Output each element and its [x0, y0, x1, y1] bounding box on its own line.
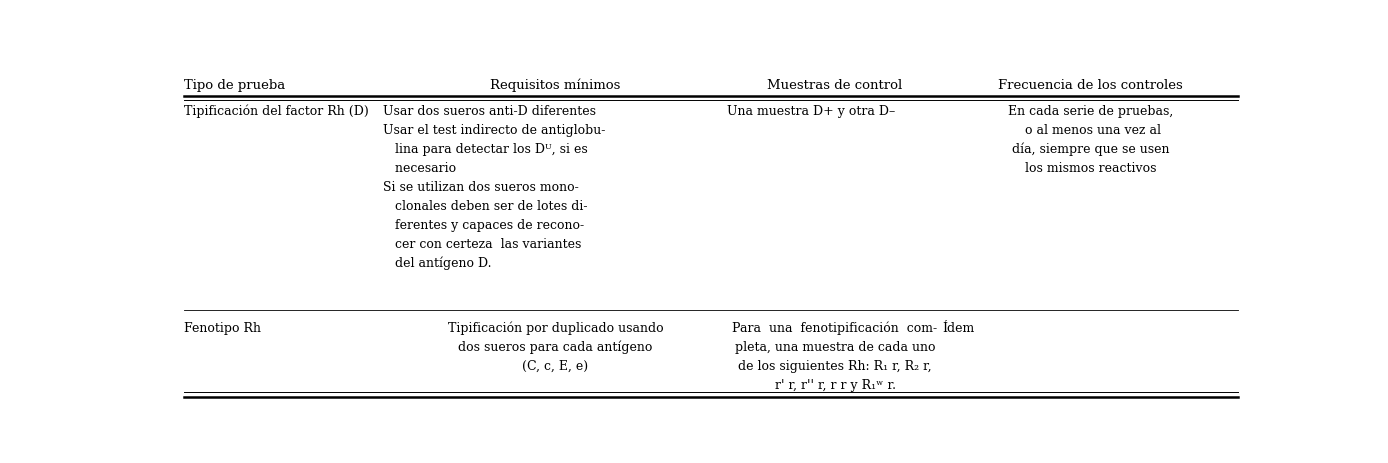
Text: Tipo de prueba: Tipo de prueba [185, 79, 286, 92]
Text: día, siempre que se usen: día, siempre que se usen [1012, 143, 1169, 156]
Text: de los siguientes Rh: R₁ r, R₂ r,: de los siguientes Rh: R₁ r, R₂ r, [738, 359, 931, 372]
Text: clonales deben ser de lotes di-: clonales deben ser de lotes di- [383, 199, 587, 212]
Text: dos sueros para cada antígeno: dos sueros para cada antígeno [458, 340, 652, 354]
Text: del antígeno D.: del antígeno D. [383, 256, 491, 269]
Text: En cada serie de pruebas,: En cada serie de pruebas, [1008, 105, 1173, 118]
Text: r' r, r'' r, r r y R₁ʷ r.: r' r, r'' r, r r y R₁ʷ r. [775, 378, 895, 391]
Text: Requisitos mínimos: Requisitos mínimos [490, 79, 620, 92]
Text: los mismos reactivos: los mismos reactivos [1024, 162, 1156, 175]
Text: Tipificación por duplicado usando: Tipificación por duplicado usando [447, 321, 663, 335]
Text: Si se utilizan dos sueros mono-: Si se utilizan dos sueros mono- [383, 180, 579, 194]
Text: pleta, una muestra de cada uno: pleta, una muestra de cada uno [734, 340, 936, 353]
Text: (C, c, E, e): (C, c, E, e) [522, 359, 589, 372]
Text: Fenotipo Rh: Fenotipo Rh [185, 321, 261, 334]
Text: ferentes y capaces de recono-: ferentes y capaces de recono- [383, 218, 584, 231]
Text: o al menos una vez al: o al menos una vez al [1020, 124, 1160, 137]
Text: Usar el test indirecto de antiglobu-: Usar el test indirecto de antiglobu- [383, 124, 605, 137]
Text: Una muestra D+ y otra D–: Una muestra D+ y otra D– [727, 105, 895, 118]
Text: Frecuencia de los controles: Frecuencia de los controles [998, 79, 1183, 92]
Text: Ídem: Ídem [942, 321, 974, 334]
Text: Usar dos sueros anti-D diferentes: Usar dos sueros anti-D diferentes [383, 105, 597, 118]
Text: Muestras de control: Muestras de control [768, 79, 902, 92]
Text: Tipificación del factor Rh (D): Tipificación del factor Rh (D) [185, 105, 369, 118]
Text: necesario: necesario [383, 162, 457, 175]
Text: lina para detectar los Dᵁ, si es: lina para detectar los Dᵁ, si es [383, 143, 589, 156]
Text: cer con certeza  las variantes: cer con certeza las variantes [383, 237, 582, 250]
Text: Para  una  fenotipificación  com-: Para una fenotipificación com- [733, 321, 938, 335]
